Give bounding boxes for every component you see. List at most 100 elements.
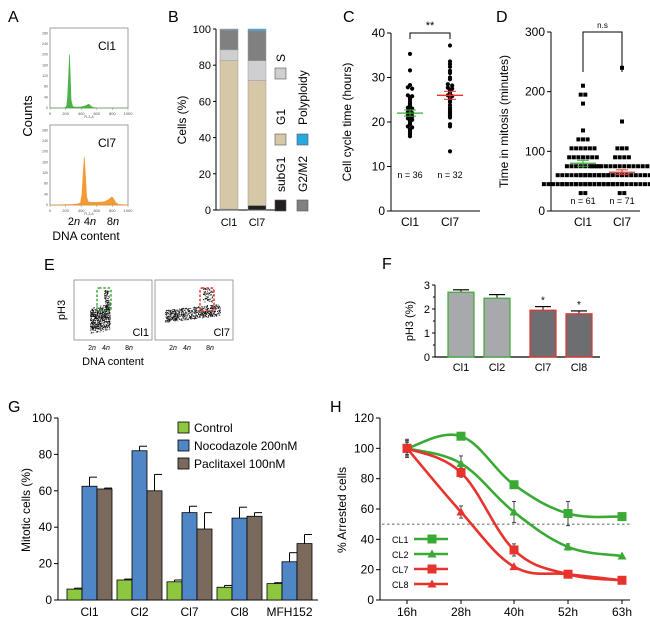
flow-event (210, 308, 212, 310)
flow-event (185, 313, 187, 315)
flow-event (211, 291, 213, 293)
flow-event (92, 311, 94, 313)
flow-event (107, 290, 109, 292)
flow-event (90, 327, 92, 329)
significance-label: ** (426, 20, 435, 32)
data-point (601, 182, 606, 187)
data-point (581, 128, 585, 133)
flow-event (176, 319, 178, 321)
data-marker (563, 542, 573, 551)
flow-event (173, 319, 175, 321)
flow-event (197, 317, 199, 318)
flow-event (212, 316, 214, 317)
flow-event (190, 312, 191, 314)
flow-event (182, 317, 184, 319)
flow-event (107, 290, 108, 292)
data-point (407, 68, 413, 73)
data-point (583, 191, 588, 196)
flow-event (203, 313, 205, 315)
flow-event (196, 315, 198, 317)
flow-event (194, 310, 196, 312)
flow-event (205, 288, 206, 290)
flow-event (198, 310, 200, 312)
flow-event (104, 306, 106, 308)
flow-event (202, 308, 204, 310)
flow-event (210, 311, 212, 313)
flow-event (208, 301, 210, 302)
flow-event (108, 306, 110, 308)
flow-event (213, 311, 215, 313)
flow-event (91, 326, 92, 328)
data-point (601, 173, 606, 178)
panel-b-stacked-bars: 0 20 40 60 80 100 Cells (%) Cl1 Cl7 S G1 subG1 Polyp… (175, 24, 310, 229)
n-label: n = 36 (397, 170, 422, 180)
flow-event (98, 321, 100, 322)
flow-event (104, 313, 106, 315)
panel-g-grouped-bars: 0 20 40 60 80 100 Mitotic cells (%) Cl1 Cl2 Cl7 Cl… (19, 411, 318, 619)
flow-event (173, 311, 175, 313)
flow-event (184, 318, 186, 320)
flow-event (172, 313, 174, 314)
bar-segment-g2-m2 (247, 30, 267, 61)
flow-event (213, 306, 215, 308)
data-point (551, 182, 556, 187)
y-tick-label: 10 (372, 160, 386, 174)
flow-event (106, 321, 108, 322)
data-point (587, 164, 592, 169)
flow-event (171, 313, 173, 315)
flow-event (215, 307, 217, 309)
flow-event (97, 310, 99, 312)
flow-event (108, 299, 110, 301)
flow-event (207, 309, 208, 311)
flow-event (104, 321, 106, 323)
flow-event (93, 327, 95, 329)
data-point (645, 164, 650, 169)
flow-event (191, 311, 192, 313)
x-tick-label: Cl2 (489, 362, 506, 374)
x-tick-label: Cl7 (613, 215, 631, 229)
flow-event (102, 314, 104, 316)
series-cl8 (402, 441, 627, 584)
flow-event (194, 317, 195, 319)
flow-event (100, 305, 102, 307)
bar-nocodazole (231, 517, 248, 601)
flow-event (101, 325, 103, 327)
flow-event (195, 314, 197, 316)
flow-event (210, 316, 212, 318)
flow-event (93, 322, 95, 324)
flow-event (105, 298, 107, 300)
panel-label-e: E (44, 257, 55, 274)
flow-event (102, 322, 104, 324)
flow-event (208, 315, 210, 317)
flow-event (106, 307, 108, 309)
data-point (583, 173, 588, 178)
flow-event (108, 300, 110, 302)
flow-event (191, 310, 192, 312)
flow-event (102, 317, 103, 318)
data-point (590, 155, 595, 160)
flow-event (170, 311, 172, 313)
flow-event (106, 294, 108, 296)
flow-event (175, 311, 177, 313)
flow-event (92, 323, 94, 324)
flow-event (109, 327, 111, 329)
bar-control (166, 581, 183, 601)
flow-event (186, 316, 188, 318)
inner-x-label: FL3-A (84, 212, 94, 216)
flow-event (209, 315, 211, 317)
flow-event (200, 308, 202, 310)
flow-event (209, 312, 211, 314)
flow-event (167, 315, 169, 317)
flow-event (188, 316, 190, 318)
flow-event (103, 325, 105, 327)
flow-event (102, 320, 103, 322)
flow-event (97, 328, 99, 330)
flow-event (101, 316, 103, 318)
data-point (407, 51, 413, 57)
x-tick-label: 4n (183, 345, 191, 352)
data-point (643, 182, 647, 187)
flow-event (105, 292, 106, 294)
flow-event (92, 313, 94, 315)
flow-event (107, 303, 109, 305)
flow-event (206, 314, 208, 316)
